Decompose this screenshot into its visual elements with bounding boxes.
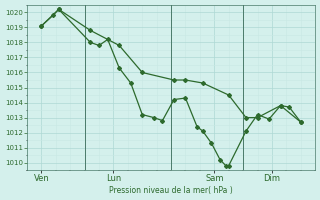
X-axis label: Pression niveau de la mer( hPa ): Pression niveau de la mer( hPa ) bbox=[109, 186, 233, 195]
